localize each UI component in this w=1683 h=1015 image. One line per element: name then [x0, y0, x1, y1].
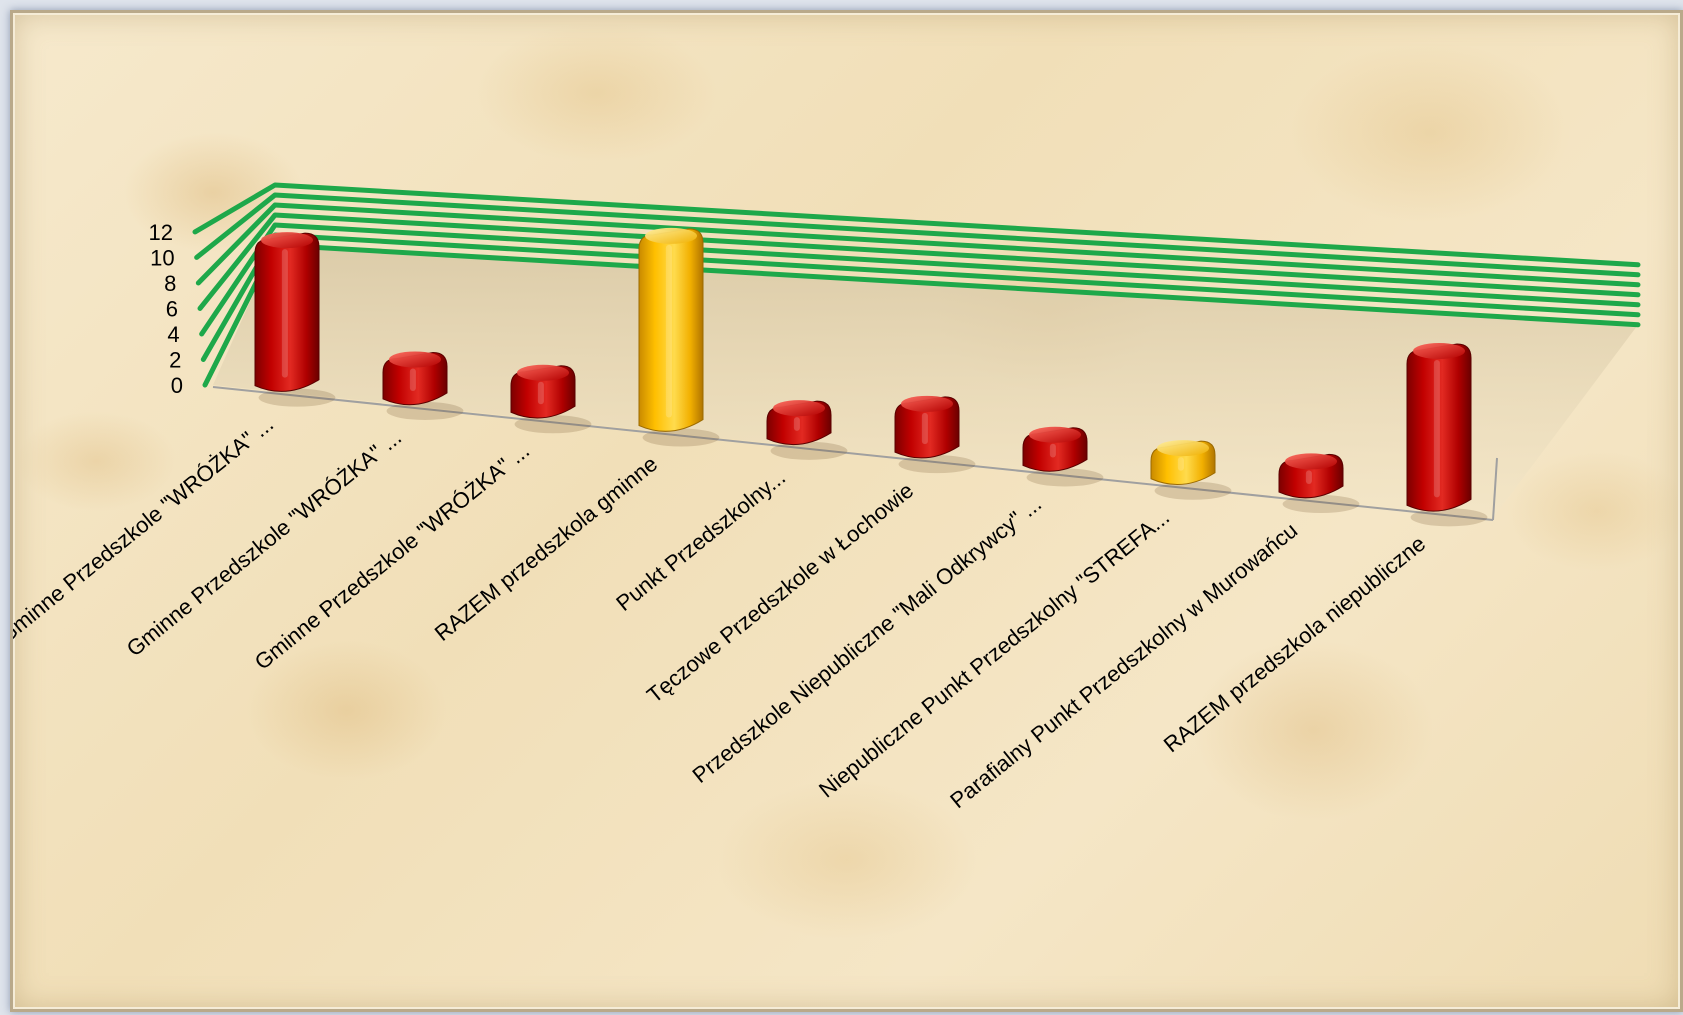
chart-frame: 0 2 4 6 8 10 12 Gminne Przedszkole "WRÓŻKA" ..…: [10, 10, 1683, 1012]
bar-top: [773, 400, 825, 417]
bar-body: [894, 396, 960, 459]
bar-top: [1157, 440, 1209, 457]
bar-shadow: [1026, 468, 1104, 487]
gridline: [197, 212, 1641, 311]
x-category-label: Gminne Przedszkole "WRÓŻKA" ...: [13, 411, 278, 648]
chart-floor: [213, 245, 1638, 518]
bar-highlight: [1049, 443, 1056, 458]
bar-shadow: [770, 441, 848, 460]
bar-top: [261, 232, 313, 249]
bar-body: [1406, 343, 1472, 512]
bar-top: [1413, 343, 1465, 360]
bar-shadow: [1282, 495, 1360, 514]
y-tick-label: 10: [150, 245, 174, 270]
x-category-label: Tęczowe Przedszkole w Łochowie: [642, 478, 918, 708]
gridline: [195, 202, 1641, 288]
y-tick-label: 6: [166, 296, 178, 321]
bar[interactable]: [1406, 343, 1472, 512]
bar-highlight: [537, 381, 544, 405]
x-category-label: RAZEM przedszkola niepubliczne: [1159, 531, 1430, 757]
gridline: [199, 222, 1641, 337]
bar-shadow: [642, 428, 720, 447]
y-tick-label: 4: [167, 322, 179, 347]
gridline: [194, 192, 1641, 278]
x-category-label: Gminne Przedszkole "WRÓŻKA" ...: [122, 424, 406, 661]
bar-shadow: [898, 455, 976, 474]
bar-top: [901, 395, 953, 412]
bar[interactable]: [1278, 453, 1344, 499]
bar-body: [638, 228, 704, 432]
bar-top: [389, 351, 441, 368]
bar-highlight: [1305, 470, 1312, 485]
bar[interactable]: [894, 395, 960, 459]
bar[interactable]: [638, 227, 704, 432]
bar-highlight: [409, 368, 416, 391]
bar-top: [1285, 453, 1337, 470]
bar-highlight: [1433, 360, 1440, 498]
bar[interactable]: [382, 351, 448, 406]
bar-highlight: [921, 412, 928, 445]
bar[interactable]: [766, 400, 832, 446]
bar-shadow: [1410, 508, 1488, 527]
y-tick-label: 0: [171, 373, 183, 398]
bar-highlight: [665, 244, 672, 418]
bar-top: [517, 364, 569, 381]
bar-highlight: [793, 417, 800, 431]
y-tick-label: 12: [149, 220, 173, 245]
bar-top: [1029, 426, 1081, 443]
bar[interactable]: [1022, 426, 1088, 472]
y-tick-label: 2: [169, 347, 181, 372]
bar-shadow: [514, 415, 592, 434]
bar-top: [645, 227, 697, 244]
bar-shadow: [258, 388, 336, 407]
x-category-label: Gminne Przedszkole "WRÓŻKA" ...: [250, 438, 534, 675]
bar-shadow: [386, 401, 464, 420]
bar-highlight: [1177, 457, 1184, 471]
bar[interactable]: [254, 232, 320, 392]
bar[interactable]: [1150, 440, 1216, 485]
bar-shadow: [1154, 481, 1232, 500]
bar-body: [254, 232, 320, 392]
gridline: [192, 182, 1641, 268]
bar[interactable]: [510, 364, 576, 419]
bar-highlight: [281, 249, 288, 378]
y-tick-label: 8: [164, 271, 176, 296]
x-axis-end-line: [1492, 457, 1498, 521]
x-axis-line: [212, 386, 1494, 521]
